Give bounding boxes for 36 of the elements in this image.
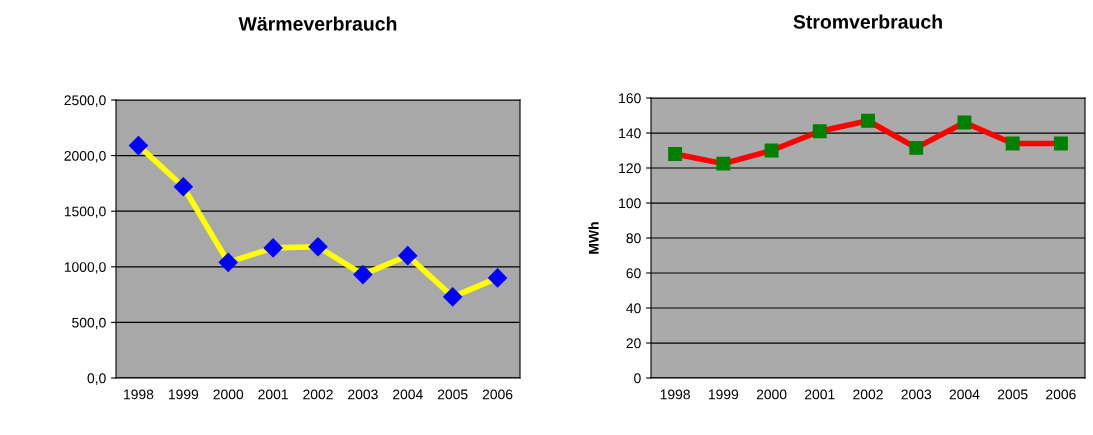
y-tick-label: 20 bbox=[626, 338, 641, 349]
x-tick-label: 2001 bbox=[258, 389, 288, 400]
x-tick-label: 2000 bbox=[213, 389, 244, 400]
y-tick-label: 160 bbox=[619, 93, 641, 104]
y-tick-label: 0 bbox=[634, 373, 641, 384]
x-tick-label: 2004 bbox=[949, 389, 980, 400]
y-tick-label: 40 bbox=[626, 303, 641, 314]
x-tick-label: 2000 bbox=[756, 389, 787, 400]
y-tick-label: 140 bbox=[619, 128, 641, 139]
x-tick-label: 2005 bbox=[437, 389, 468, 400]
y-tick-label: 2000,0 bbox=[64, 150, 106, 163]
y-tick-label: 1500,0 bbox=[64, 206, 106, 219]
x-tick-label: 2003 bbox=[901, 389, 932, 400]
x-tick-label: 2001 bbox=[805, 389, 835, 400]
y-tick-label: 120 bbox=[619, 163, 641, 174]
x-tick-label: 1998 bbox=[660, 389, 690, 400]
x-tick-label: 1999 bbox=[168, 389, 199, 400]
x-tick-label: 2005 bbox=[997, 389, 1028, 400]
y-tick-label: 500,0 bbox=[72, 317, 106, 330]
y-tick-label: 2500,0 bbox=[64, 95, 106, 107]
y-tick-label: 100 bbox=[619, 198, 641, 209]
y-tick-label: 1000,0 bbox=[64, 262, 106, 274]
y-tick-label: 0,0 bbox=[87, 373, 106, 385]
y-axis-title: MWh bbox=[588, 222, 599, 254]
x-tick-label: 2006 bbox=[1046, 389, 1076, 400]
x-tick-label: 2004 bbox=[393, 389, 423, 400]
x-tick-label: 1998 bbox=[124, 389, 154, 400]
chart-title: Stromverbrauch bbox=[793, 14, 942, 29]
x-tick-label: 2002 bbox=[303, 389, 333, 400]
x-tick-label: 2006 bbox=[482, 389, 513, 400]
x-tick-label: 2002 bbox=[853, 389, 883, 400]
x-tick-label: 1999 bbox=[708, 389, 739, 400]
x-tick-label: 2003 bbox=[348, 389, 378, 400]
chart-title: Wärmeverbrauch bbox=[238, 16, 397, 31]
y-tick-label: 60 bbox=[626, 268, 641, 279]
y-tick-label: 80 bbox=[626, 233, 641, 244]
